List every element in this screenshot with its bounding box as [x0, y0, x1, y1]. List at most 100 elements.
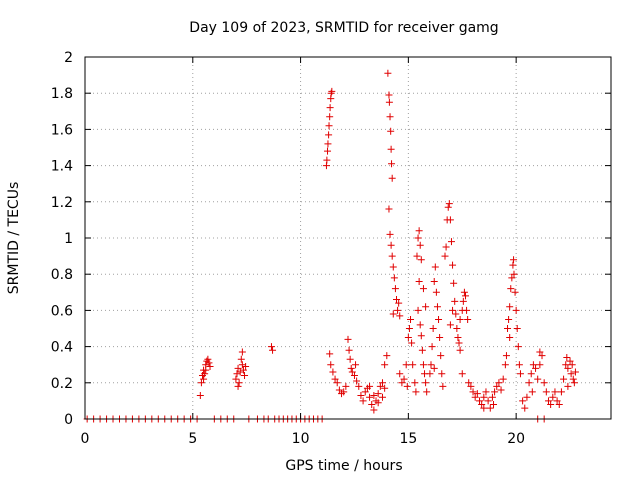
- data-point: [438, 370, 446, 378]
- data-point: [233, 370, 241, 378]
- data-point: [478, 401, 486, 409]
- data-point: [497, 386, 505, 394]
- data-point: [342, 382, 350, 390]
- grid-layer: [85, 57, 611, 419]
- data-point: [536, 348, 544, 356]
- data-point: [419, 285, 427, 293]
- data-point: [451, 297, 459, 305]
- data-point: [234, 364, 242, 372]
- data-point: [206, 363, 214, 371]
- data-point: [236, 368, 244, 376]
- data-point: [515, 361, 523, 369]
- data-point: [346, 355, 354, 363]
- data-point: [242, 363, 250, 371]
- data-point: [444, 203, 452, 211]
- data-point: [381, 361, 389, 369]
- data-point: [430, 364, 438, 372]
- data-point: [506, 334, 514, 342]
- data-point: [454, 334, 462, 342]
- data-point: [370, 406, 378, 414]
- data-point: [450, 279, 458, 287]
- data-point: [505, 315, 513, 323]
- data-point: [368, 401, 376, 409]
- data-point: [385, 91, 393, 99]
- data-point: [495, 379, 503, 387]
- y-tick-label: 0.2: [51, 376, 73, 392]
- data-point: [348, 368, 356, 376]
- data-point: [366, 393, 374, 401]
- data-point: [551, 388, 559, 396]
- data-point: [447, 238, 455, 246]
- data-point: [480, 404, 488, 412]
- chart-title: Day 109 of 2023, SRMTID for receiver gam…: [189, 20, 498, 36]
- ticks-layer: 00.20.40.60.811.21.41.61.820 5 10 15 20: [51, 50, 611, 447]
- y-tick-label: 0.4: [51, 340, 73, 356]
- data-point: [426, 370, 434, 378]
- data-point: [463, 306, 471, 314]
- data-point: [480, 393, 488, 401]
- data-point: [449, 306, 457, 314]
- data-point: [327, 89, 335, 97]
- data-point: [499, 375, 507, 383]
- data-point: [389, 310, 397, 318]
- data-point: [335, 386, 343, 394]
- data-point: [453, 325, 461, 332]
- data-point: [465, 379, 473, 387]
- data-point: [398, 379, 406, 387]
- data-point: [408, 339, 416, 347]
- data-point: [388, 160, 396, 168]
- data-point: [557, 388, 565, 396]
- data-point: [417, 256, 425, 264]
- data-point: [355, 382, 363, 390]
- data-point: [361, 388, 369, 396]
- data-point: [418, 346, 426, 354]
- data-point: [521, 404, 529, 412]
- data-point: [196, 391, 204, 399]
- data-point: [383, 352, 391, 360]
- data-point: [345, 346, 353, 354]
- data-point: [493, 382, 501, 390]
- data-point: [507, 285, 515, 293]
- data-point: [350, 372, 358, 380]
- data-point: [538, 352, 546, 360]
- data-point: [446, 321, 454, 329]
- data-point: [484, 397, 492, 405]
- data-point: [413, 252, 421, 260]
- data-point: [405, 325, 413, 332]
- data-point: [511, 288, 519, 296]
- data-point: [324, 147, 332, 155]
- data-point: [571, 368, 579, 376]
- data-point: [325, 122, 333, 130]
- data-point: [388, 174, 396, 182]
- y-tick-label: 1.4: [51, 159, 73, 175]
- data-point: [388, 252, 396, 260]
- data-point: [562, 361, 570, 369]
- y-tick-label: 1.2: [51, 195, 73, 211]
- data-point: [442, 243, 450, 251]
- data-point: [449, 261, 457, 269]
- data-point: [566, 357, 574, 365]
- data-point: [325, 131, 333, 139]
- data-point: [458, 370, 466, 378]
- data-point: [396, 370, 404, 378]
- data-point: [326, 104, 334, 112]
- data-point: [374, 390, 382, 398]
- data-point: [435, 315, 443, 323]
- data-point: [439, 382, 447, 390]
- y-tick-label: 0.6: [51, 303, 73, 319]
- data-point: [376, 382, 384, 390]
- data-point: [200, 375, 208, 383]
- data-point: [570, 379, 578, 387]
- data-point: [473, 390, 481, 398]
- data-point: [430, 277, 438, 285]
- data-point: [386, 230, 394, 238]
- data-point: [529, 361, 537, 369]
- x-tick-label: 10: [292, 431, 310, 447]
- data-point: [476, 397, 483, 405]
- data-point: [390, 274, 398, 282]
- data-point: [416, 241, 424, 249]
- data-point: [506, 303, 514, 311]
- data-point: [501, 361, 509, 369]
- data-point: [445, 200, 453, 208]
- data-point: [512, 306, 520, 314]
